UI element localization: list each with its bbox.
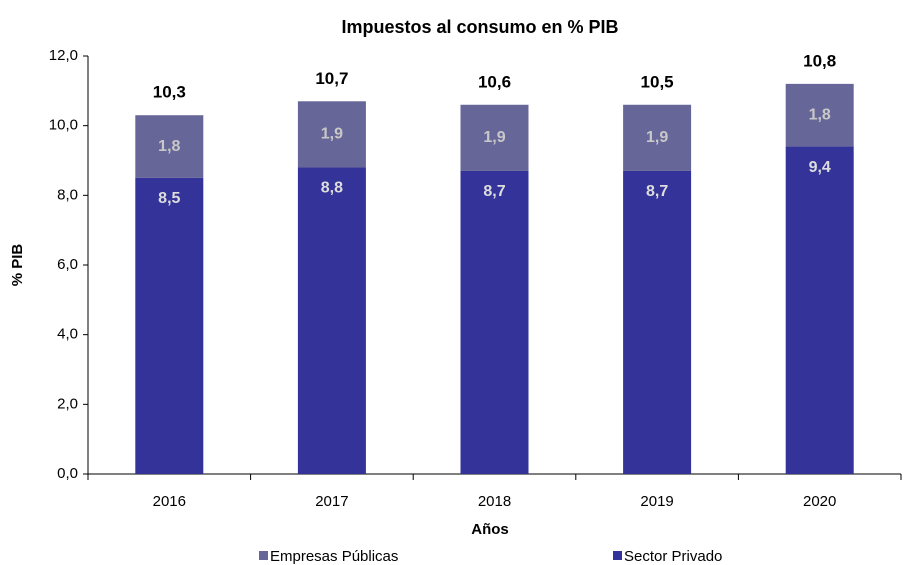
x-tick-label: 2020 <box>803 493 836 510</box>
data-label: 8,7 <box>646 183 668 200</box>
bar-segment <box>785 146 854 475</box>
y-tick-label: 12,0 <box>49 47 78 64</box>
bar-segment <box>623 104 692 171</box>
bar-segment <box>460 104 529 171</box>
x-tick-label: 2017 <box>315 493 348 510</box>
total-label: 10,3 <box>153 83 186 102</box>
data-label: 9,4 <box>809 159 831 176</box>
y-tick-label: 10,0 <box>49 117 78 134</box>
y-tick-label: 8,0 <box>57 186 78 203</box>
chart-title: Impuestos al consumo en % PIB <box>341 17 618 37</box>
bar-segment <box>460 170 529 474</box>
y-tick-label: 4,0 <box>57 326 78 343</box>
x-axis-label: Años <box>471 521 509 538</box>
legend-swatch <box>613 551 622 560</box>
legend-label: Sector Privado <box>624 548 722 565</box>
x-tick-label: 2016 <box>153 493 186 510</box>
data-label: 1,8 <box>809 106 831 123</box>
total-label: 10,7 <box>315 69 348 88</box>
bar-segment <box>297 167 366 474</box>
legend-label: Empresas Públicas <box>270 548 398 565</box>
data-label: 8,5 <box>158 190 180 207</box>
data-label: 1,9 <box>646 129 668 146</box>
bar-segment <box>623 170 692 474</box>
total-label: 10,5 <box>641 72 674 91</box>
bar-segment <box>135 115 204 178</box>
bar-segment <box>297 101 366 168</box>
data-label: 1,8 <box>158 138 180 155</box>
y-tick-label: 0,0 <box>57 465 78 482</box>
y-tick-label: 6,0 <box>57 256 78 273</box>
y-axis-label: % PIB <box>9 244 26 287</box>
data-label: 8,8 <box>321 180 343 197</box>
data-label: 1,9 <box>321 126 343 143</box>
data-label: 8,7 <box>483 183 505 200</box>
legend-swatch <box>259 551 268 560</box>
total-label: 10,8 <box>803 51 836 70</box>
x-tick-label: 2018 <box>478 493 511 510</box>
data-label: 1,9 <box>483 129 505 146</box>
bar-segment <box>135 177 204 474</box>
total-label: 10,6 <box>478 72 511 91</box>
y-tick-label: 2,0 <box>57 395 78 412</box>
x-tick-label: 2019 <box>640 493 673 510</box>
bar-segment <box>785 83 854 147</box>
